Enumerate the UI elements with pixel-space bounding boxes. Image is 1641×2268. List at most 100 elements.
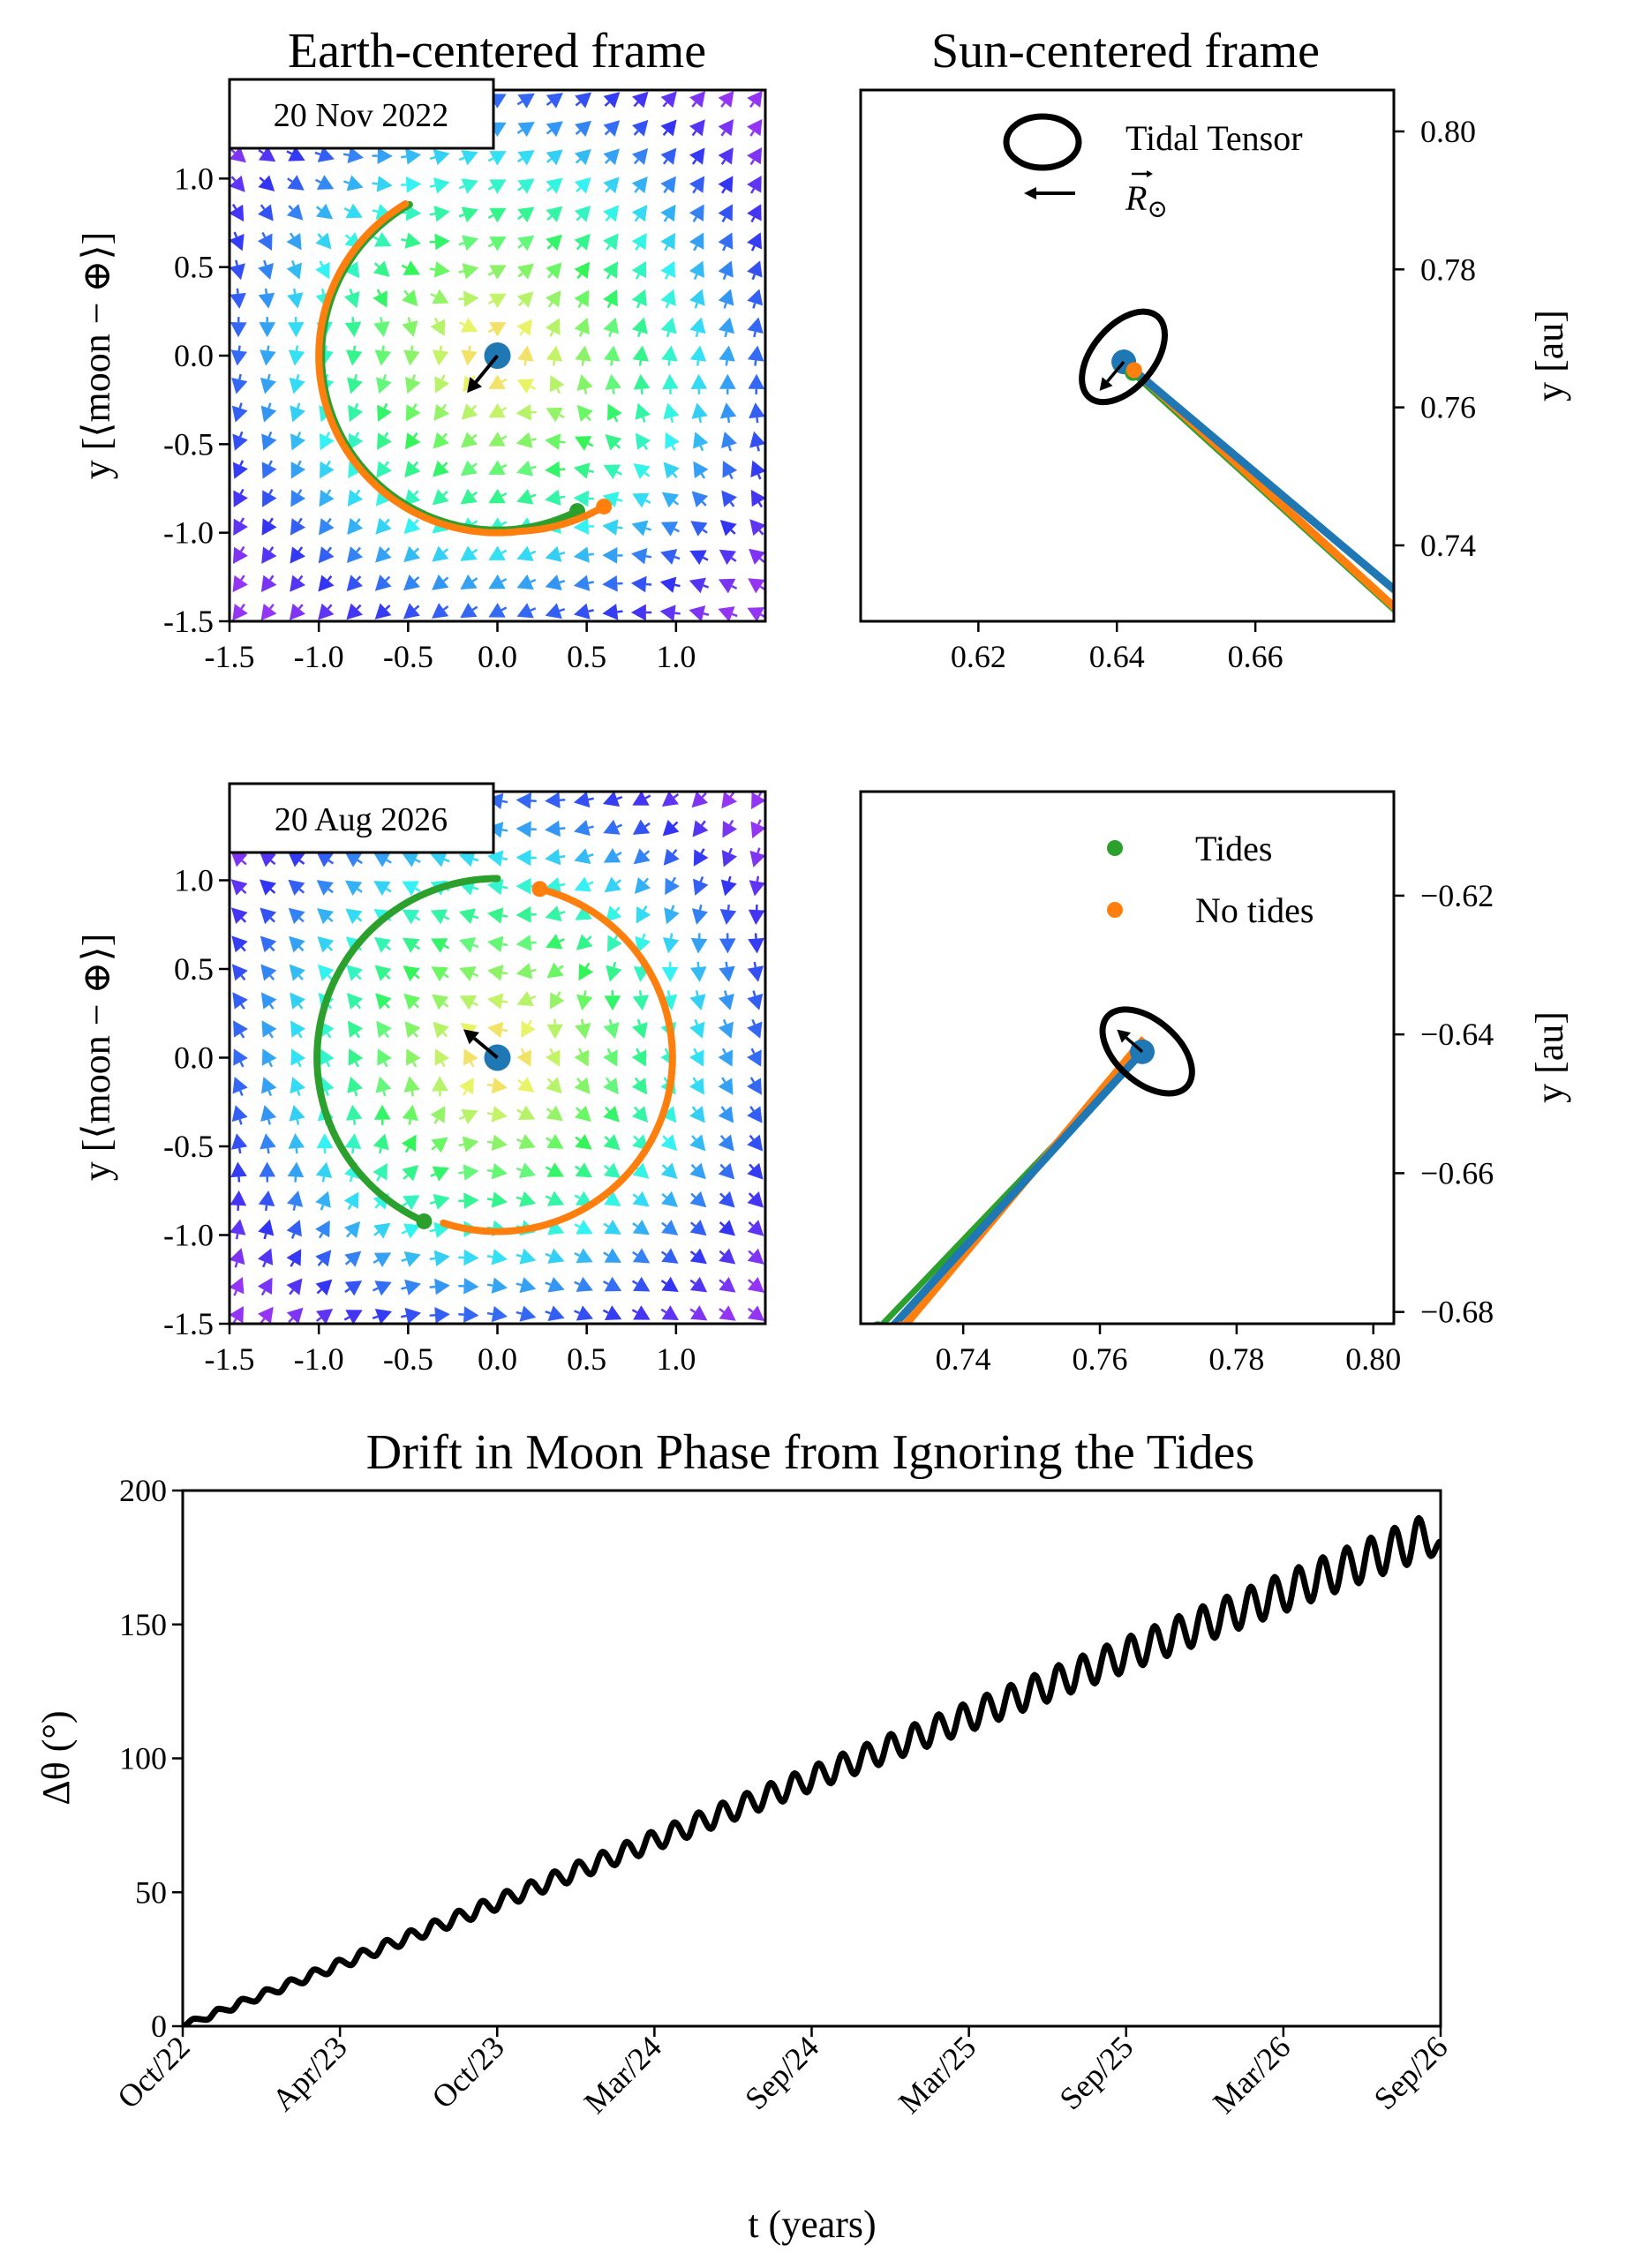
arrow-shaft [588, 797, 594, 801]
quiver-arrow [458, 263, 479, 280]
arrow-head [660, 1134, 678, 1152]
quiver-arrow [317, 936, 335, 953]
arrow-shaft [530, 578, 537, 583]
arrow-shaft [262, 1261, 267, 1268]
arrow-head [545, 545, 562, 562]
arrow-shaft [288, 205, 294, 211]
arrow-shaft [374, 1203, 380, 1209]
quiver-arrow [432, 1076, 448, 1097]
quiver-arrow [546, 407, 565, 423]
arrow-head [574, 848, 591, 864]
arrow-head [661, 345, 678, 362]
arrow-shaft [487, 299, 494, 305]
quiver-arrow [458, 851, 479, 867]
quiver-arrow [636, 905, 651, 924]
quiver-arrow [631, 317, 648, 338]
arrow-head [748, 578, 765, 594]
arrow-head [230, 263, 245, 281]
quiver-arrow [718, 1134, 734, 1152]
quiver-arrow [719, 402, 737, 424]
arrow-head [603, 1162, 621, 1179]
arrow-shaft [401, 264, 408, 269]
arrow-head [545, 905, 562, 922]
quiver-arrow [689, 605, 710, 621]
arrow-shaft [695, 990, 699, 996]
arrow-shaft [345, 1232, 351, 1238]
arrow-head [403, 965, 420, 982]
earth-path [1121, 358, 1394, 595]
no-tides-moon-marker [531, 881, 548, 897]
quiver-arrow [458, 1108, 478, 1124]
date-box-2022: 20 Nov 2022 [228, 78, 495, 150]
arrow-head [549, 375, 565, 393]
quiver-arrow [660, 204, 676, 222]
quiver-arrow [488, 432, 508, 447]
arrow-head [461, 207, 478, 222]
arrow-shaft [290, 1233, 296, 1239]
legend-tides-label: Tides [1195, 829, 1272, 868]
quiver-arrow [632, 792, 651, 806]
y-tick-label: 0.5 [174, 951, 214, 987]
arrow-head [373, 1104, 391, 1120]
arrow-shaft [670, 417, 674, 424]
arrow-head [458, 851, 476, 867]
arrow-head [689, 204, 704, 222]
arrow-shaft [270, 860, 276, 866]
arrow-shaft [673, 499, 680, 506]
quiver-arrow [343, 1310, 363, 1324]
arrow-head [721, 490, 738, 507]
quiver-arrow [719, 345, 735, 366]
quiver-arrow [431, 966, 449, 982]
quiver-arrow [401, 232, 422, 249]
arrow-head [230, 175, 245, 192]
quiver-arrow [347, 1076, 364, 1097]
quiver-arrow [545, 461, 566, 478]
quiver-arrow [604, 876, 621, 893]
quiver-arrow [288, 907, 305, 925]
arrow-head [488, 374, 506, 389]
arrow-shaft [757, 473, 762, 480]
arrow-head [374, 1308, 393, 1324]
arrow-head [315, 232, 332, 250]
quiver-arrow [574, 1248, 593, 1264]
arrow-head [573, 575, 591, 591]
arrow-shaft [730, 529, 736, 535]
tides-moon-marker [416, 1213, 433, 1229]
arrow-head [660, 289, 676, 306]
quiver-arrow [574, 848, 594, 864]
arrow-shaft [373, 1231, 380, 1236]
arrow-shaft [692, 216, 697, 222]
arrow-shaft [749, 1163, 755, 1169]
arrow-head [374, 349, 392, 366]
quiver-arrow [602, 604, 623, 620]
arrow-shaft [1106, 360, 1125, 383]
arrow-head [603, 176, 620, 194]
arrow-head [232, 992, 248, 1010]
quiver-arrow [315, 203, 334, 220]
quiver-arrow [403, 965, 420, 982]
arrow-head [689, 176, 705, 193]
arrow-shaft [352, 1119, 357, 1125]
arrow-head [232, 575, 248, 593]
x-tick-label: 0.5 [567, 639, 606, 674]
arrow-shaft [576, 273, 583, 280]
arrow-shaft [471, 605, 478, 612]
arrow-head [575, 92, 592, 109]
quiver-arrow [631, 548, 652, 565]
arrow-shaft [412, 403, 418, 409]
quiver-arrow [487, 265, 507, 280]
arrow-head [431, 966, 448, 982]
arrow-shaft [413, 1032, 418, 1038]
quiver-arrow [430, 909, 450, 925]
quiver-arrow [463, 1048, 478, 1068]
arrow-shaft [546, 1078, 553, 1084]
arrow-shaft [327, 917, 334, 923]
arrow-shaft [694, 303, 699, 309]
arrow-shaft [546, 101, 553, 106]
arrow-head [491, 1162, 508, 1180]
arrow-shaft [575, 1136, 581, 1142]
quiver-arrow [458, 908, 479, 925]
arrow-shaft [501, 492, 508, 498]
arrow-shaft [486, 1255, 493, 1258]
quiver-arrow [487, 207, 507, 223]
